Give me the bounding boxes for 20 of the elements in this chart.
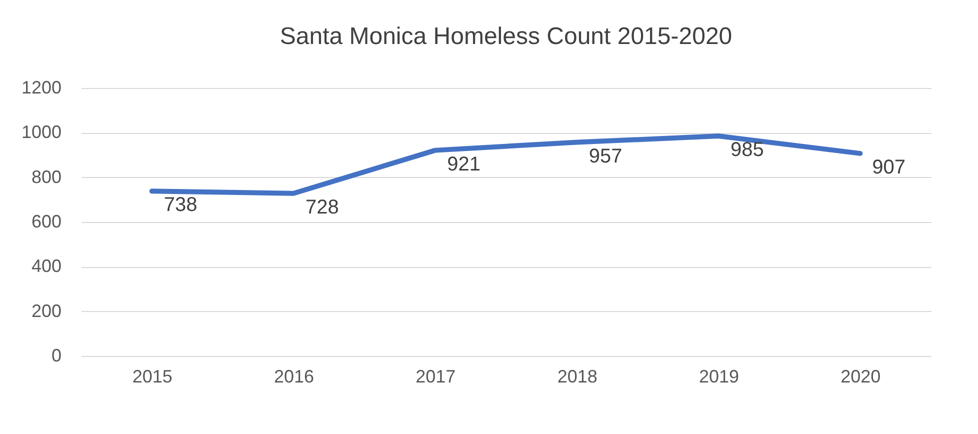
- y-tick-label: 1000: [21, 122, 62, 142]
- y-tick-label: 600: [31, 212, 62, 232]
- data-label: 907: [872, 156, 906, 178]
- y-tick-label: 1200: [21, 78, 62, 98]
- data-label: 985: [730, 139, 764, 162]
- y-tick-label: 200: [31, 300, 62, 321]
- data-label: 738: [164, 194, 198, 216]
- x-tick-label: 2018: [557, 366, 598, 386]
- x-tick-label: 2020: [840, 366, 881, 386]
- data-label: 728: [306, 196, 339, 218]
- chart-title: Santa Monica Homeless Count 2015-2020: [280, 23, 732, 50]
- y-tick-label: 0: [51, 346, 62, 366]
- x-tick-label: 2019: [698, 366, 740, 386]
- data-label: 957: [588, 145, 622, 168]
- data-label: 921: [447, 153, 481, 176]
- x-tick-label: 2016: [274, 366, 314, 386]
- x-tick-label: 2017: [416, 366, 456, 386]
- y-tick-label: 800: [31, 166, 62, 187]
- y-tick-label: 400: [31, 256, 62, 276]
- x-tick-label: 2015: [132, 366, 172, 386]
